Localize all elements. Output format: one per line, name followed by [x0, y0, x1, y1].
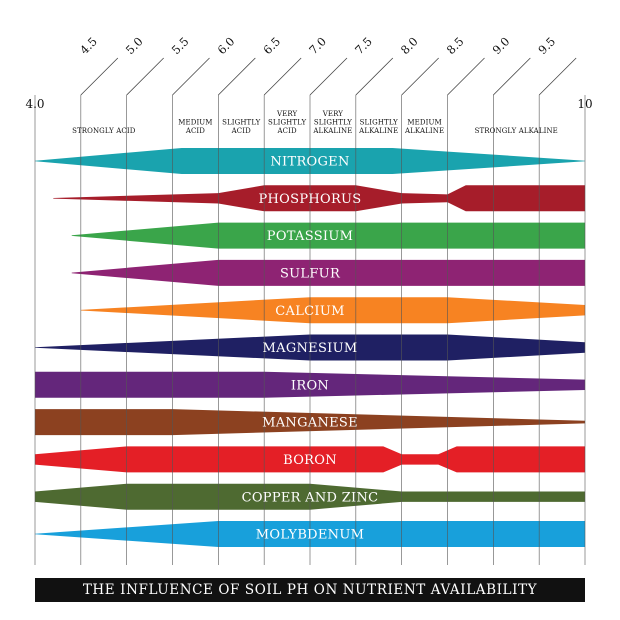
ph-gridlines [34, 95, 586, 565]
tick-label: 7.5 [352, 34, 375, 57]
label-magnesium: MAGNESIUM [263, 341, 358, 356]
band-sulfur [71, 259, 585, 286]
tick-label: 8.0 [398, 34, 421, 57]
band-calcium [80, 297, 586, 324]
tick-label: 9.5 [535, 34, 558, 57]
tick-label: 6.0 [215, 34, 238, 57]
band-potassium [71, 222, 585, 249]
zone-label: MEDIUM [178, 118, 212, 126]
tick-leader-line [309, 57, 348, 96]
tick-label: 6.5 [260, 34, 283, 57]
label-manganese: MANGANESE [262, 416, 358, 431]
zone-label: VERY [276, 110, 298, 118]
label-boron: BORON [283, 453, 337, 468]
chart-title: THE INFLUENCE OF SOIL PH ON NUTRIENT AVA… [35, 578, 585, 602]
label-potassium: POTASSIUM [267, 229, 353, 244]
tick-leader-line [263, 57, 302, 96]
band-phosphorus [53, 185, 586, 212]
axis-min-label: 4.0 [25, 97, 44, 111]
tick-label: 4.5 [77, 34, 100, 57]
tick-label: 7.0 [306, 34, 329, 57]
label-copper-and-zinc: COPPER AND ZINC [242, 490, 379, 505]
tick-leader-line [538, 57, 577, 96]
zone-label: SLIGHTLY [222, 118, 260, 126]
zone-label: STRONGLY ALKALINE [475, 127, 558, 135]
tick-label: 5.5 [169, 34, 192, 57]
axis-labels: 4.5 5.0 5.5 6.0 6.5 7.0 7.5 8.0 8.5 9.0 9.5 4.0 10 [25, 34, 592, 111]
zone-label: ACID [276, 127, 296, 135]
label-iron: IRON [291, 378, 329, 393]
axis-max-label: 10 [577, 97, 592, 111]
label-calcium: CALCIUM [275, 304, 344, 319]
tick-leader-line [172, 57, 210, 96]
zone-label: SLIGHTLY [314, 118, 352, 126]
zone-label: ALKALINE [404, 127, 444, 135]
nutrient-labels: NITROGEN PHOSPHORUS POTASSIUM SULFUR CALCIUM… [242, 155, 379, 543]
zone-label: SLIGHTLY [268, 118, 306, 126]
label-phosphorus: PHOSPHORUS [258, 192, 361, 207]
tick-leader-line [355, 57, 394, 96]
zone-label: VERY [322, 110, 344, 118]
tick-label: 8.5 [444, 34, 467, 57]
label-sulfur: SULFUR [280, 267, 341, 282]
zone-label: STRONGLY ACID [72, 127, 136, 135]
tick-leader-line [80, 57, 119, 96]
zone-label: ACID [185, 127, 205, 135]
zone-label: SLIGHTLY [360, 118, 398, 126]
tick-leader-line [447, 57, 485, 96]
tick-label: 5.0 [123, 34, 146, 57]
zone-label: MEDIUM [407, 118, 441, 126]
tick-leader-line [126, 57, 164, 96]
tick-leader-line [218, 57, 256, 96]
tick-label: 9.0 [490, 34, 513, 57]
label-molybdenum: MOLYBDENUM [256, 528, 364, 543]
tick-leader-line [401, 57, 439, 96]
zone-label: ACID [231, 127, 251, 135]
zone-label: ALKALINE [358, 127, 398, 135]
zone-label: ALKALINE [312, 127, 352, 135]
label-nitrogen: NITROGEN [270, 155, 349, 170]
tick-leader-line [493, 57, 531, 96]
acidity-zone-labels: STRONGLY ACIDMEDIUMACIDSLIGHTLYACIDVERYS… [72, 110, 558, 135]
